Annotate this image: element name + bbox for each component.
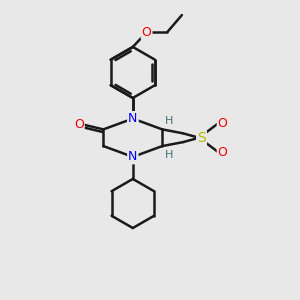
Text: O: O: [142, 26, 152, 39]
Text: N: N: [128, 112, 137, 125]
Text: O: O: [218, 146, 228, 159]
Text: N: N: [128, 150, 137, 164]
Text: O: O: [74, 118, 84, 131]
Text: H: H: [164, 150, 173, 160]
Text: H: H: [164, 116, 173, 126]
Text: N: N: [128, 112, 137, 125]
Text: S: S: [197, 131, 206, 145]
Text: O: O: [218, 116, 228, 130]
